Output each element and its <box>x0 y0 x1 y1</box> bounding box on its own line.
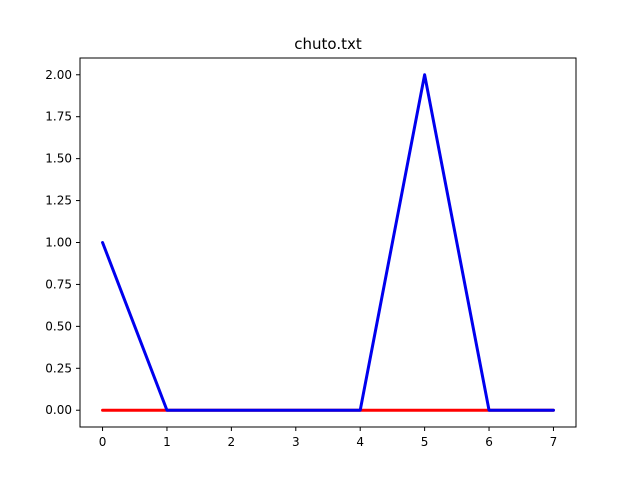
y-axis: 0.00 0.25 0.50 0.75 1.00 1.25 1.50 1.75 2.00 <box>45 68 80 417</box>
y-tick-label: 0.25 <box>45 361 72 375</box>
y-tick-label: 1.25 <box>45 194 72 208</box>
chart-title: chuto.txt <box>294 35 362 53</box>
y-tick-label: 2.00 <box>45 68 72 82</box>
x-tick-label: 3 <box>292 435 300 449</box>
x-tick-label: 4 <box>356 435 364 449</box>
series-line-2 <box>101 73 555 412</box>
x-tick-label: 6 <box>485 435 493 449</box>
x-tick-label: 1 <box>163 435 171 449</box>
x-tick-label: 7 <box>550 435 558 449</box>
x-axis: 0 1 2 3 4 5 6 7 <box>99 427 558 449</box>
x-tick-label: 0 <box>99 435 107 449</box>
x-tick-label: 2 <box>228 435 236 449</box>
series-layer <box>101 73 555 412</box>
y-tick-label: 0.75 <box>45 277 72 291</box>
y-tick-label: 1.50 <box>45 152 72 166</box>
plot-area-frame <box>79 57 577 428</box>
x-tick-label: 5 <box>421 435 429 449</box>
y-tick-label: 0.50 <box>45 319 72 333</box>
y-tick-label: 0.00 <box>45 403 72 417</box>
y-tick-label: 1.75 <box>45 110 72 124</box>
y-tick-label: 1.00 <box>45 236 72 250</box>
